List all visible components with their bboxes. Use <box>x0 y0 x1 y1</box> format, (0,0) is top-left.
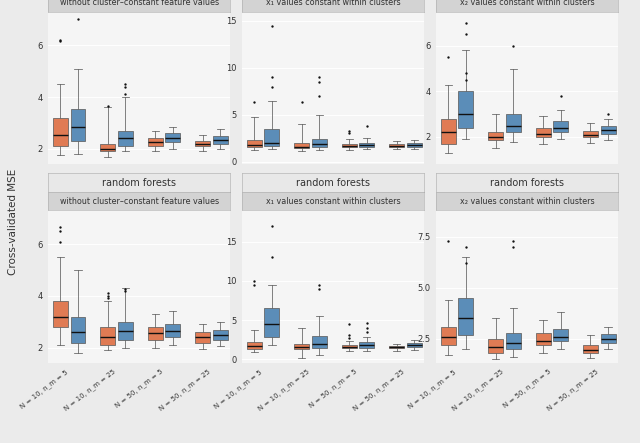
Text: x₂ values constant within clusters: x₂ values constant within clusters <box>460 0 595 7</box>
Text: without cluster–constant feature values: without cluster–constant feature values <box>60 197 219 206</box>
Bar <box>441 119 456 144</box>
Bar <box>441 326 456 345</box>
Bar <box>264 308 280 338</box>
Bar <box>264 129 280 146</box>
Bar <box>165 324 180 338</box>
Bar <box>53 301 68 327</box>
Bar <box>118 322 133 340</box>
Bar <box>212 330 228 340</box>
Bar <box>536 128 550 137</box>
Bar <box>583 345 598 353</box>
Bar <box>165 133 180 142</box>
Text: x₂ values constant within clusters: x₂ values constant within clusters <box>460 197 595 206</box>
Bar <box>506 114 521 132</box>
Bar <box>359 143 374 147</box>
Bar <box>389 144 404 147</box>
Text: random forests: random forests <box>102 178 176 187</box>
Text: random forests: random forests <box>296 178 370 187</box>
Bar <box>294 143 309 148</box>
Bar <box>247 140 262 147</box>
Bar <box>53 118 68 146</box>
Bar <box>70 109 86 141</box>
Text: x₁ values constant within clusters: x₁ values constant within clusters <box>266 197 401 206</box>
Bar <box>342 345 356 348</box>
Bar <box>600 125 616 133</box>
Bar <box>100 144 115 152</box>
Bar <box>247 342 262 349</box>
Text: Cross-validated MSE: Cross-validated MSE <box>8 168 19 275</box>
Bar <box>148 327 163 340</box>
Text: random forests: random forests <box>490 178 564 187</box>
Bar <box>583 131 598 137</box>
Bar <box>536 333 550 345</box>
Bar <box>488 339 503 353</box>
Bar <box>359 342 374 348</box>
Bar <box>118 131 133 146</box>
Bar <box>406 143 422 147</box>
Bar <box>553 121 568 132</box>
Text: without cluster–constant feature values: without cluster–constant feature values <box>60 0 219 7</box>
Bar <box>600 334 616 343</box>
Text: x₁ values constant within clusters: x₁ values constant within clusters <box>266 0 401 7</box>
Bar <box>294 344 309 349</box>
Bar <box>553 329 568 341</box>
Bar <box>342 144 356 148</box>
Bar <box>312 139 327 147</box>
Bar <box>458 91 474 128</box>
Bar <box>212 136 228 144</box>
Bar <box>488 132 503 140</box>
Bar <box>506 333 521 349</box>
Bar <box>406 343 422 347</box>
Bar <box>458 298 474 335</box>
Bar <box>389 346 404 348</box>
Bar <box>312 336 327 348</box>
Bar <box>100 327 115 345</box>
Bar <box>195 141 210 146</box>
Bar <box>70 317 86 342</box>
Bar <box>195 332 210 342</box>
Bar <box>148 139 163 146</box>
